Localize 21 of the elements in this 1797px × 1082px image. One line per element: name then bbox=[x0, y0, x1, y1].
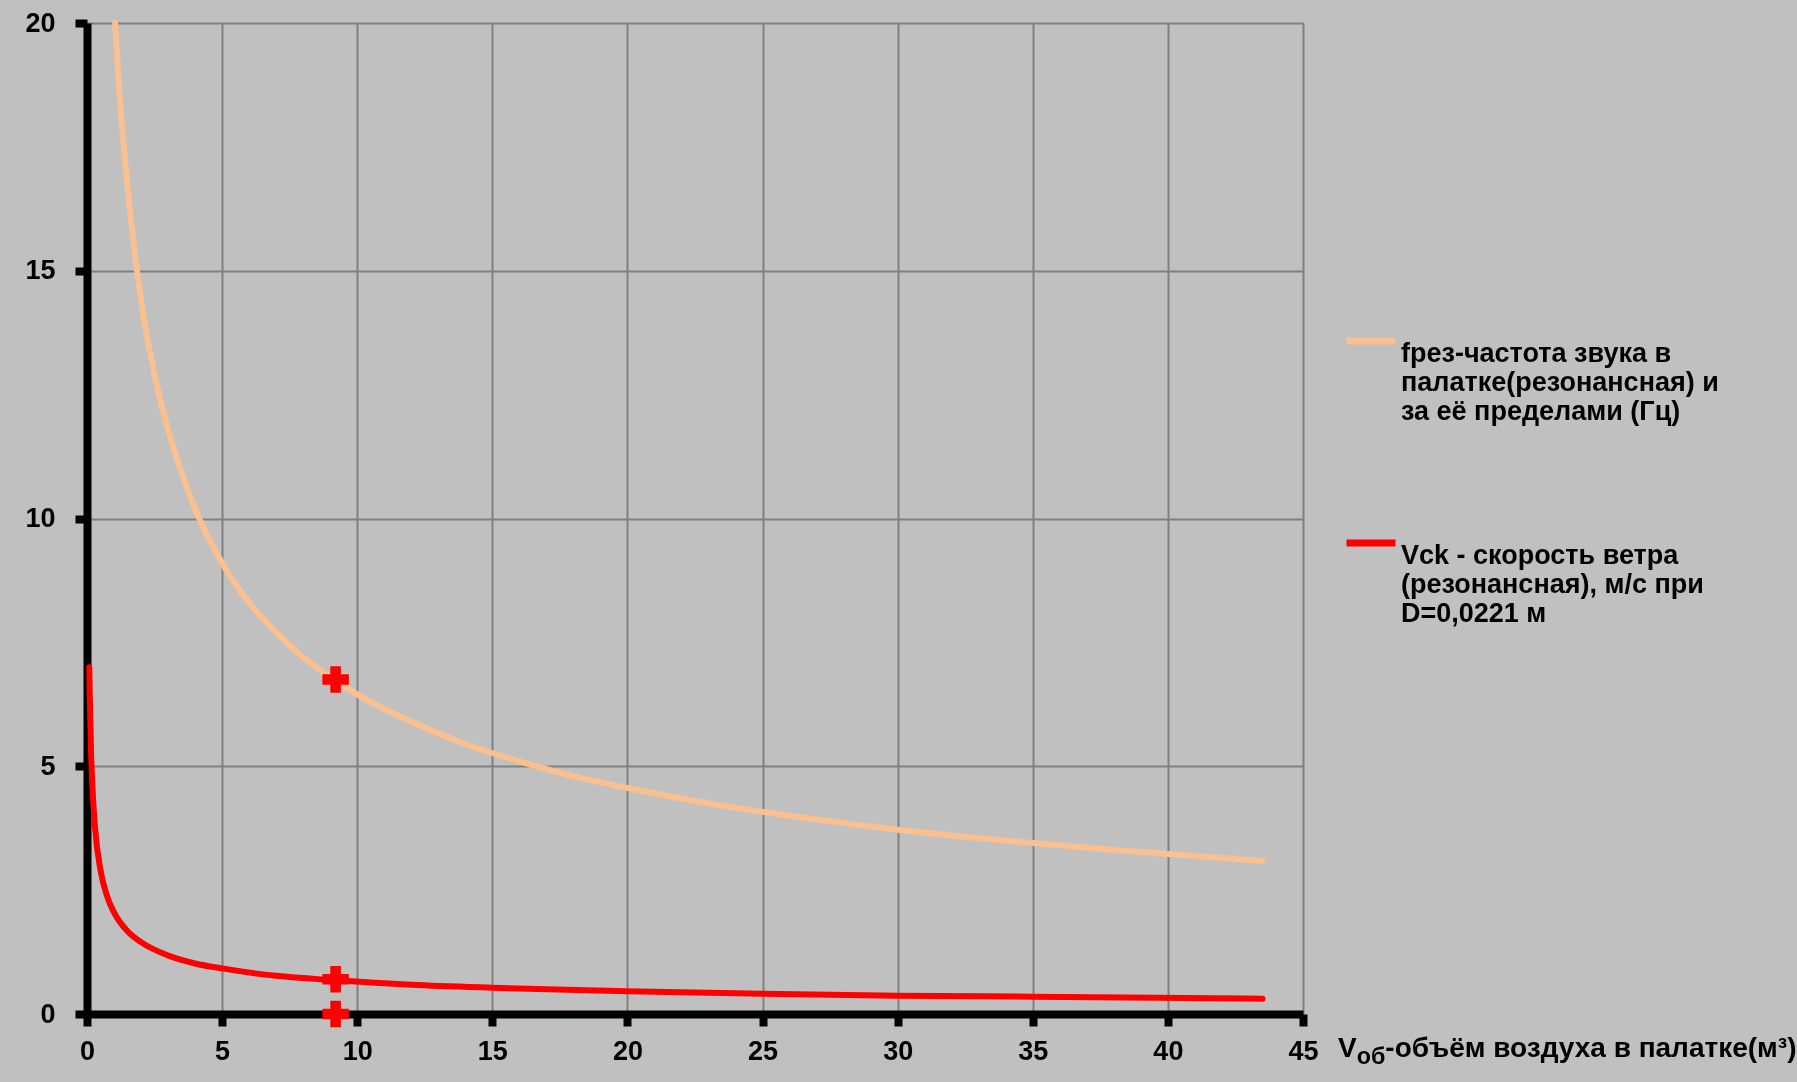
point bbox=[322, 966, 349, 993]
x-tick-label: 40 bbox=[1153, 1035, 1184, 1066]
y-tick-label: 0 bbox=[40, 998, 56, 1029]
x-tick-label: 10 bbox=[342, 1035, 373, 1066]
x-tick-label: 45 bbox=[1288, 1035, 1319, 1066]
y-tick-label: 5 bbox=[40, 750, 56, 781]
x-tick-label: 35 bbox=[1018, 1035, 1049, 1066]
y-tick-label: 15 bbox=[25, 255, 56, 286]
legend-label: fрез-частота звука в палатке(резонансная) и за её пределами (Гц) bbox=[1401, 338, 1719, 426]
legend-label: Vck - скорость ветра (резонансная), м/с при D=0,0221 м bbox=[1401, 540, 1704, 628]
x-tick-label: 20 bbox=[612, 1035, 643, 1066]
y-tick-label: 10 bbox=[25, 503, 56, 533]
x-tick-label: 5 bbox=[215, 1035, 231, 1066]
x-tick-label: 15 bbox=[477, 1035, 508, 1066]
x-tick-label: 0 bbox=[79, 1035, 96, 1066]
point bbox=[322, 666, 349, 693]
point bbox=[322, 1000, 349, 1028]
x-tick-label: 25 bbox=[748, 1035, 779, 1066]
x-axis-title: V$_{об}$-объём воздуха в палатке(м³) bbox=[1338, 1032, 1797, 1070]
x-tick-label: 30 bbox=[883, 1035, 914, 1066]
y-tick-label: 20 bbox=[25, 7, 56, 38]
